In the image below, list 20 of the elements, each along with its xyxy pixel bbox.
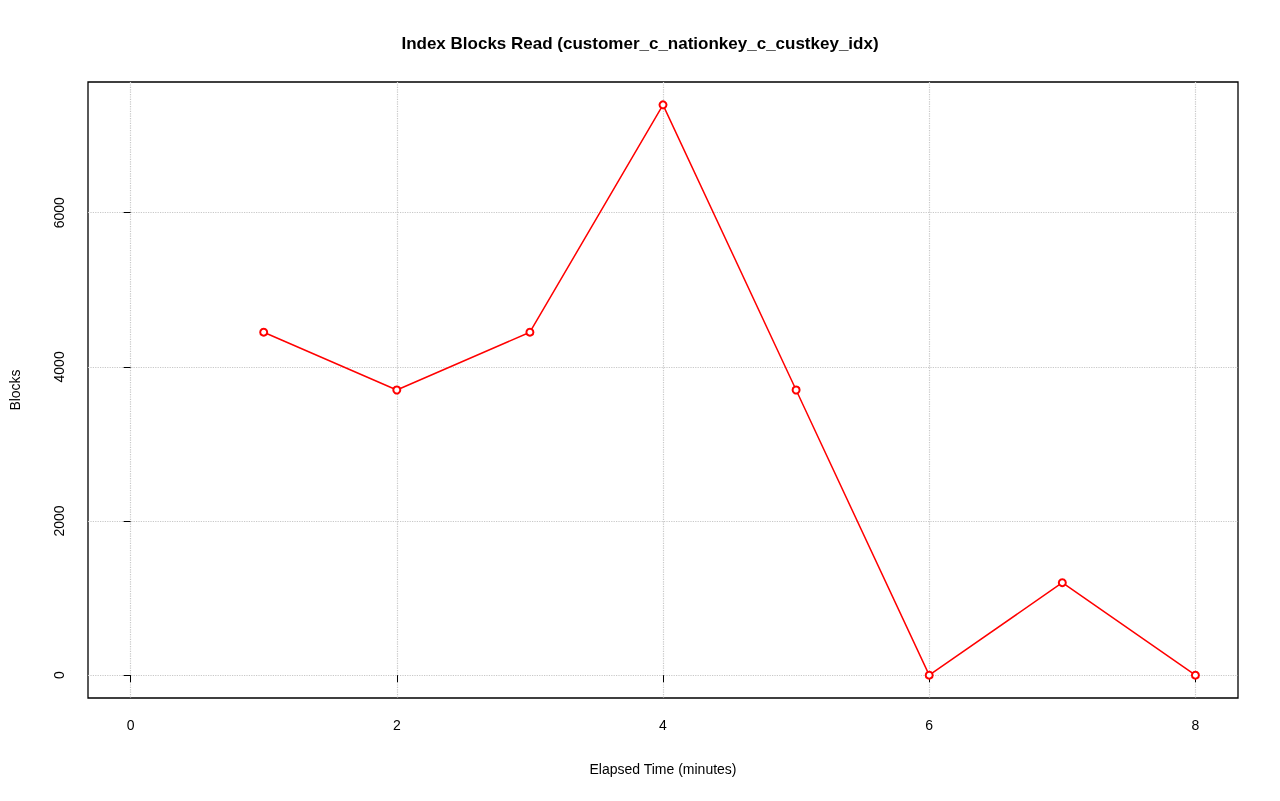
x-tick-label: 8 — [1191, 717, 1200, 733]
y-tick-label: 2000 — [51, 505, 67, 537]
point — [658, 100, 668, 110]
point — [1190, 670, 1200, 680]
point — [924, 670, 934, 680]
y-tick-label: 0 — [51, 671, 67, 680]
point — [1057, 578, 1067, 588]
x-tick-label: 0 — [126, 717, 135, 733]
point — [525, 327, 535, 337]
y-tick-label: 4000 — [51, 351, 67, 383]
y-tick-label: 6000 — [51, 196, 67, 229]
x-tick-label: 4 — [659, 717, 668, 733]
point — [791, 385, 801, 395]
point — [392, 385, 402, 395]
x-axis-title: Elapsed Time (minutes) — [589, 761, 737, 777]
x-tick-label: 6 — [925, 717, 934, 733]
chart-title: Index Blocks Read (customer_c_nationkey_c_custkey_idx) — [401, 34, 879, 53]
x-tick-label: 2 — [392, 717, 401, 733]
point — [259, 327, 269, 337]
y-axis-title: Blocks — [7, 369, 23, 411]
